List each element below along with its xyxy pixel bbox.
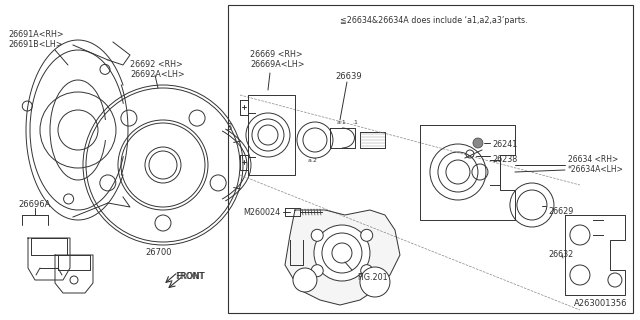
Circle shape xyxy=(473,138,483,148)
Text: a.1: a.1 xyxy=(337,120,347,125)
Text: 26238: 26238 xyxy=(492,155,517,164)
Text: 26700: 26700 xyxy=(145,248,172,257)
Text: FRONT: FRONT xyxy=(176,272,205,281)
Text: FIG.201: FIG.201 xyxy=(357,273,388,282)
Text: 26669 <RH>
26669A<LH>: 26669 <RH> 26669A<LH> xyxy=(250,50,305,69)
Text: 26629: 26629 xyxy=(548,207,573,216)
Text: 26691A<RH>
26691B<LH>: 26691A<RH> 26691B<LH> xyxy=(8,30,63,49)
Text: a.2: a.2 xyxy=(308,158,318,163)
Text: 26634 <RH>
*26634A<LH>: 26634 <RH> *26634A<LH> xyxy=(568,155,624,174)
Polygon shape xyxy=(285,210,400,305)
Text: .1: .1 xyxy=(352,120,358,125)
Text: FRONT: FRONT xyxy=(175,272,204,281)
Text: 26692 <RH>
26692A<LH>: 26692 <RH> 26692A<LH> xyxy=(130,60,184,79)
Text: ≦26634&26634A does include ‘a1,a2,a3’parts.: ≦26634&26634A does include ‘a1,a2,a3’par… xyxy=(340,16,527,25)
Text: 26639: 26639 xyxy=(335,72,362,81)
Circle shape xyxy=(293,268,317,292)
Text: 26241: 26241 xyxy=(492,140,517,149)
Circle shape xyxy=(360,267,390,297)
Circle shape xyxy=(361,265,372,277)
Text: 26632: 26632 xyxy=(548,250,573,259)
Circle shape xyxy=(361,229,372,241)
Text: M260024: M260024 xyxy=(243,208,280,217)
Text: A263001356: A263001356 xyxy=(575,299,628,308)
Circle shape xyxy=(311,265,323,277)
Circle shape xyxy=(314,225,370,281)
Text: .3: .3 xyxy=(225,123,232,132)
Circle shape xyxy=(311,229,323,241)
Text: 26696A: 26696A xyxy=(18,200,51,209)
Bar xyxy=(228,5,633,313)
